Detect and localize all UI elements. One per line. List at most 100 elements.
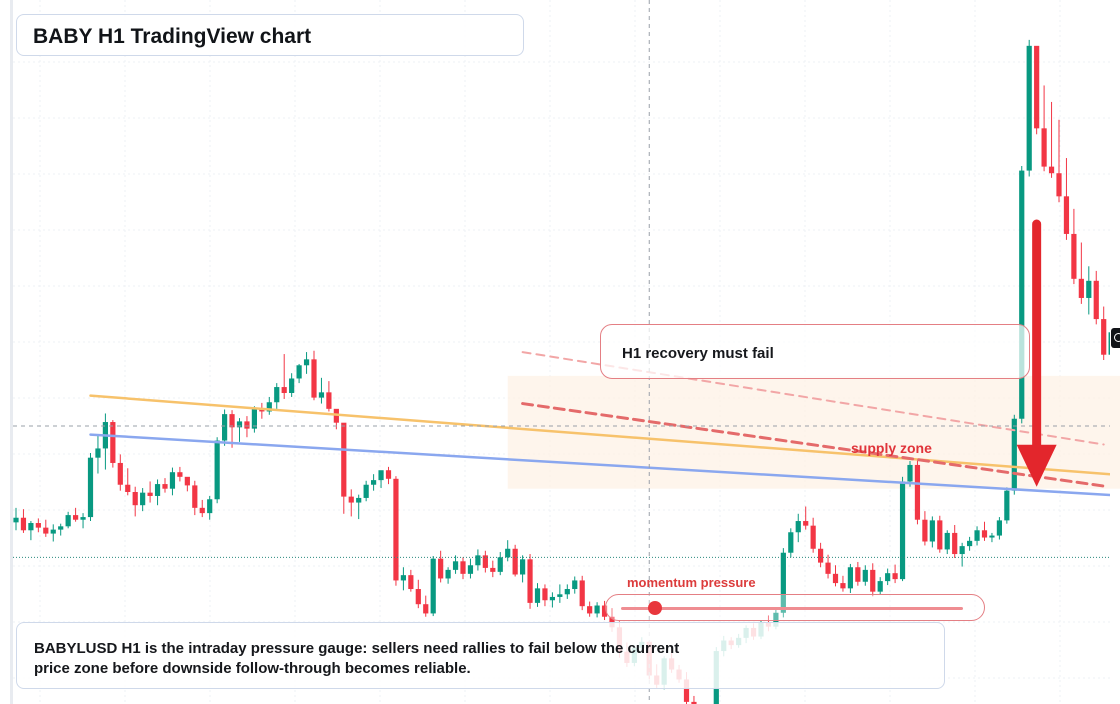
candle-body xyxy=(326,392,332,409)
candle-body xyxy=(959,546,965,555)
candle xyxy=(1108,332,1110,355)
candle xyxy=(207,495,213,520)
price-scale-handle-icon[interactable] xyxy=(1111,328,1120,348)
candle-body xyxy=(43,527,49,534)
candle-body xyxy=(311,359,317,398)
candle xyxy=(512,544,518,577)
candle xyxy=(959,542,965,567)
trendline-red xyxy=(521,402,1106,488)
trendline-orange xyxy=(89,394,1110,476)
candle xyxy=(691,695,697,704)
candle xyxy=(393,476,399,586)
candle-body xyxy=(65,515,71,527)
candle-body xyxy=(73,515,79,520)
candle xyxy=(542,584,548,607)
supply-zone-label: supply zone xyxy=(851,440,932,456)
candle-body xyxy=(877,581,883,592)
candle-body xyxy=(154,484,161,496)
candle xyxy=(840,575,846,592)
candle xyxy=(244,416,250,438)
candle-body xyxy=(527,559,533,603)
candle xyxy=(810,517,816,553)
candle xyxy=(944,530,950,555)
candle xyxy=(296,363,302,384)
candle-body xyxy=(169,472,176,489)
candle-body xyxy=(244,421,250,429)
candle xyxy=(132,486,138,517)
candle-body xyxy=(512,548,518,575)
candle xyxy=(1101,306,1107,360)
candle-body xyxy=(825,562,831,574)
candle xyxy=(385,466,392,485)
candle-body xyxy=(788,532,794,553)
candle xyxy=(363,480,369,502)
candle-body xyxy=(1011,418,1017,491)
candle xyxy=(371,474,377,491)
candle-body xyxy=(303,359,310,366)
candle-body xyxy=(691,701,697,704)
candle xyxy=(199,499,205,518)
candle-body xyxy=(989,535,995,538)
candle-body xyxy=(1063,196,1070,234)
momentum-track xyxy=(621,607,963,610)
candle xyxy=(996,517,1002,540)
candle-body xyxy=(117,462,123,485)
candle xyxy=(497,552,503,576)
recovery-label: H1 recovery must fail xyxy=(622,345,774,362)
candle-body xyxy=(341,422,347,497)
candle xyxy=(929,516,935,548)
candle-body xyxy=(207,499,213,514)
candle-body xyxy=(281,387,287,393)
candle-body xyxy=(534,588,541,603)
candle xyxy=(505,540,511,562)
candle xyxy=(251,406,257,433)
candle-body xyxy=(460,561,466,574)
candle xyxy=(952,525,958,558)
candle xyxy=(20,509,27,533)
candle-body xyxy=(222,414,228,441)
candle xyxy=(281,354,287,399)
candle xyxy=(303,352,310,374)
candle xyxy=(1063,158,1070,240)
candle xyxy=(847,563,853,593)
candle xyxy=(348,489,354,517)
momentum-label: momentum pressure xyxy=(627,575,756,590)
candle-body xyxy=(892,573,898,580)
candle-body xyxy=(683,679,690,702)
candle-body xyxy=(162,484,168,489)
candle xyxy=(430,556,436,617)
candle xyxy=(862,565,868,586)
candle xyxy=(490,560,496,578)
candle xyxy=(914,459,921,525)
momentum-gauge xyxy=(605,594,985,621)
candle xyxy=(266,396,272,415)
note-text: BABYLUSD H1 is the intraday pressure gau… xyxy=(34,640,680,677)
candle xyxy=(594,602,600,618)
candle-body xyxy=(274,387,280,403)
candle xyxy=(967,536,973,551)
candle xyxy=(87,453,94,522)
candle-body xyxy=(832,573,839,584)
candle xyxy=(572,576,578,594)
candle-body xyxy=(914,464,921,520)
candle-body xyxy=(862,569,868,582)
candle xyxy=(110,420,116,468)
candle xyxy=(877,577,883,595)
candle-body xyxy=(430,558,436,614)
left-edge xyxy=(10,0,13,704)
candle-body xyxy=(795,521,801,533)
candle xyxy=(43,519,49,537)
candle xyxy=(460,557,466,580)
candle-body xyxy=(594,605,600,614)
candle-body xyxy=(452,561,459,570)
candle xyxy=(981,521,988,541)
candle xyxy=(423,595,429,617)
candle-body xyxy=(408,575,414,590)
candle xyxy=(58,523,64,536)
candle-body xyxy=(899,481,906,580)
candle-body xyxy=(557,594,563,597)
candle xyxy=(825,554,831,579)
candle-body xyxy=(1101,319,1107,355)
candle xyxy=(378,470,384,489)
candle-body xyxy=(229,414,235,428)
